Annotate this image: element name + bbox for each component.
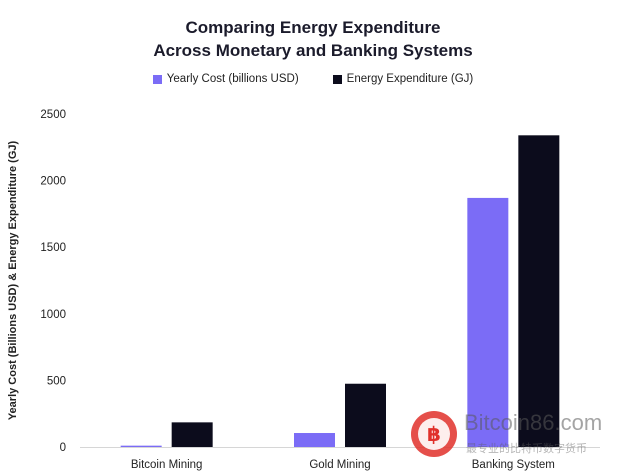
y-tick-label: 1500 [40,242,66,254]
x-category-label: Bitcoin Mining [131,459,203,471]
y-tick-label: 500 [47,375,66,387]
chart-legend: Yearly Cost (billions USD) Energy Expend… [0,73,626,85]
watermark-text: Bitcoin86.com [464,410,603,435]
y-tick-label: 0 [60,442,66,454]
legend-label-energy-expenditure: Energy Expenditure (GJ) [346,73,474,85]
y-tick-label: 1000 [40,309,66,321]
x-category-label: Banking System [472,459,555,471]
legend-swatch-energy-expenditure [332,74,342,84]
chart-title-line-1: Comparing Energy Expenditure [185,18,441,37]
y-axis-label: Yearly Cost (Billions USD) & Energy Expe… [7,141,19,421]
y-tick-label: 2500 [40,109,66,121]
bar-yearly-cost [294,433,335,447]
legend-label-yearly-cost: Yearly Cost (billions USD) [166,73,299,85]
bar-energy-expenditure [171,422,213,447]
y-tick-label: 2000 [40,176,66,188]
x-category-label: Gold Mining [309,459,370,471]
chart-title-line-2: Across Monetary and Banking Systems [153,41,473,60]
watermark-subtext: 最专业的比特币数字货币 [466,443,587,455]
legend-item-yearly-cost: Yearly Cost (billions USD) [152,73,299,85]
svg-text:฿: ฿ [427,422,441,446]
legend-item-energy-expenditure: Energy Expenditure (GJ) [332,73,474,85]
chart-title: Comparing Energy Expenditure Across Mone… [0,16,626,62]
legend-swatch-yearly-cost [152,74,162,84]
bar-energy-expenditure [518,135,560,447]
bar-yearly-cost [120,445,162,447]
watermark: ฿ Bitcoin86.com 最专业的比特币数字货币 [408,408,626,470]
bitcoin-logo-icon: ฿ [411,411,457,457]
bar-energy-expenditure [345,383,386,447]
bar-yearly-cost [467,197,509,447]
